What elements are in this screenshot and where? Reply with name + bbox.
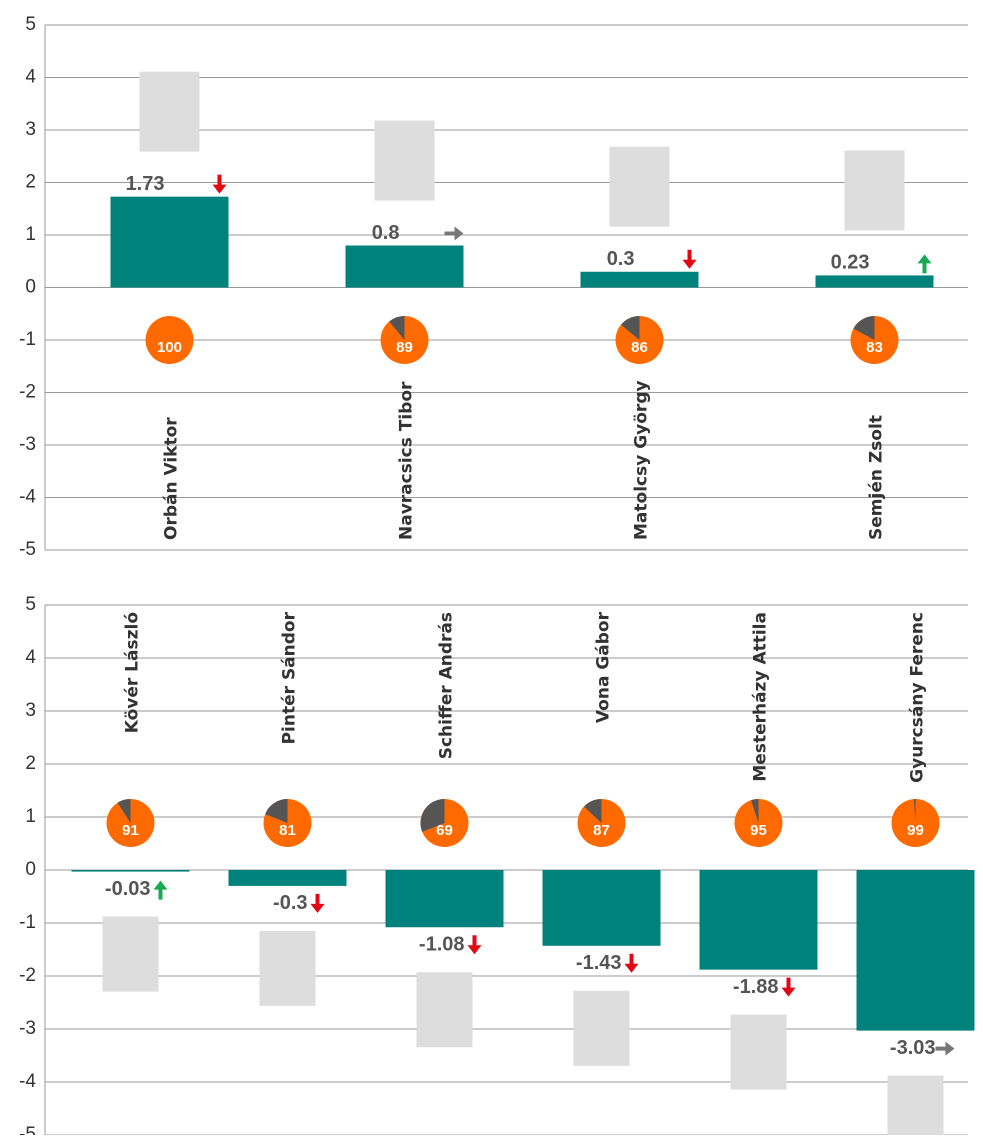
trend-arrow <box>625 954 639 973</box>
photo <box>845 150 905 230</box>
value-label: -1.43 <box>576 952 622 974</box>
value-label: 1.73 <box>126 173 165 195</box>
bar <box>111 197 229 288</box>
bar <box>386 870 504 927</box>
category-label: Navracsics Tibor <box>397 381 417 540</box>
value-label: -3.03 <box>890 1037 936 1059</box>
pie-label: 91 <box>122 822 139 839</box>
photo <box>610 147 670 227</box>
bar <box>700 870 818 970</box>
y-tick-label: -2 <box>19 382 36 403</box>
photo <box>375 121 435 201</box>
bar <box>229 870 347 886</box>
category-label: Orbán Viktor <box>162 417 182 540</box>
category-label: Mesterházy Attila <box>751 612 771 782</box>
y-tick-label: 0 <box>25 859 36 880</box>
photo <box>103 917 159 992</box>
photo <box>417 972 473 1047</box>
trend-arrow <box>782 978 796 997</box>
category-label: Kövér László <box>123 612 143 733</box>
y-tick-label: 5 <box>25 14 36 35</box>
y-tick-label: -1 <box>19 329 36 350</box>
category-label: Pintér Sándor <box>280 611 300 744</box>
bar <box>816 275 934 287</box>
photo <box>140 72 200 152</box>
trend-arrow <box>683 250 697 269</box>
y-tick-label: 4 <box>25 647 36 668</box>
chart: -5 -4 -3 -2 -1 0 1 2 3 4 5 1.73 100 Orbán Viktor 0.8 89… <box>0 0 983 1135</box>
bar <box>346 246 464 288</box>
pie-label: 100 <box>157 339 182 356</box>
photo <box>731 1015 787 1090</box>
y-tick-label: -5 <box>19 1124 36 1135</box>
pie-label: 83 <box>866 339 883 356</box>
y-tick-label: 4 <box>25 67 36 88</box>
bar <box>72 870 190 872</box>
pie-label: 87 <box>593 822 610 839</box>
trend-arrow <box>936 1042 955 1056</box>
category-label: Matolcsy György <box>632 380 652 540</box>
bar <box>857 870 975 1031</box>
bar <box>543 870 661 946</box>
y-tick-label: -4 <box>19 487 36 508</box>
trend-arrow <box>918 254 932 273</box>
photo <box>260 931 316 1006</box>
pie-label: 95 <box>750 822 767 839</box>
trend-arrow <box>311 894 325 913</box>
y-tick-label: 3 <box>25 119 36 140</box>
y-tick-label: -3 <box>19 434 36 455</box>
pie-label: 99 <box>907 822 924 839</box>
photo <box>888 1076 944 1135</box>
y-tick-label: 3 <box>25 700 36 721</box>
trend-arrow <box>213 175 227 194</box>
bar <box>581 272 699 288</box>
trend-arrow <box>154 881 168 900</box>
y-tick-label: -1 <box>19 912 36 933</box>
value-label: 0.3 <box>607 248 635 270</box>
y-tick-label: 0 <box>25 277 36 298</box>
y-tick-label: -5 <box>19 539 36 560</box>
y-tick-label: 1 <box>25 224 36 245</box>
photo <box>574 991 630 1066</box>
value-label: -0.03 <box>105 878 151 900</box>
value-label: -1.88 <box>733 976 779 998</box>
y-tick-label: -2 <box>19 965 36 986</box>
value-label: 0.23 <box>831 252 870 274</box>
y-tick-label: 2 <box>25 753 36 774</box>
category-label: Gyurcsány Ferenc <box>908 612 928 783</box>
y-tick-label: -4 <box>19 1071 36 1092</box>
trend-arrow <box>445 227 464 241</box>
pie-label: 86 <box>631 339 648 356</box>
y-tick-label: -3 <box>19 1018 36 1039</box>
pie-label: 69 <box>436 822 453 839</box>
pie-label: 89 <box>396 339 413 356</box>
y-tick-label: 5 <box>25 594 36 615</box>
value-label: 0.8 <box>372 222 400 244</box>
pie-label: 81 <box>279 822 296 839</box>
y-tick-label: 1 <box>25 806 36 827</box>
category-label: Semjén Zsolt <box>867 415 887 540</box>
category-label: Vona Gábor <box>594 611 614 723</box>
trend-arrow <box>468 935 482 954</box>
category-label: Schiffer András <box>437 612 457 759</box>
value-label: -0.3 <box>273 892 307 914</box>
y-tick-label: 2 <box>25 172 36 193</box>
value-label: -1.08 <box>419 934 465 956</box>
